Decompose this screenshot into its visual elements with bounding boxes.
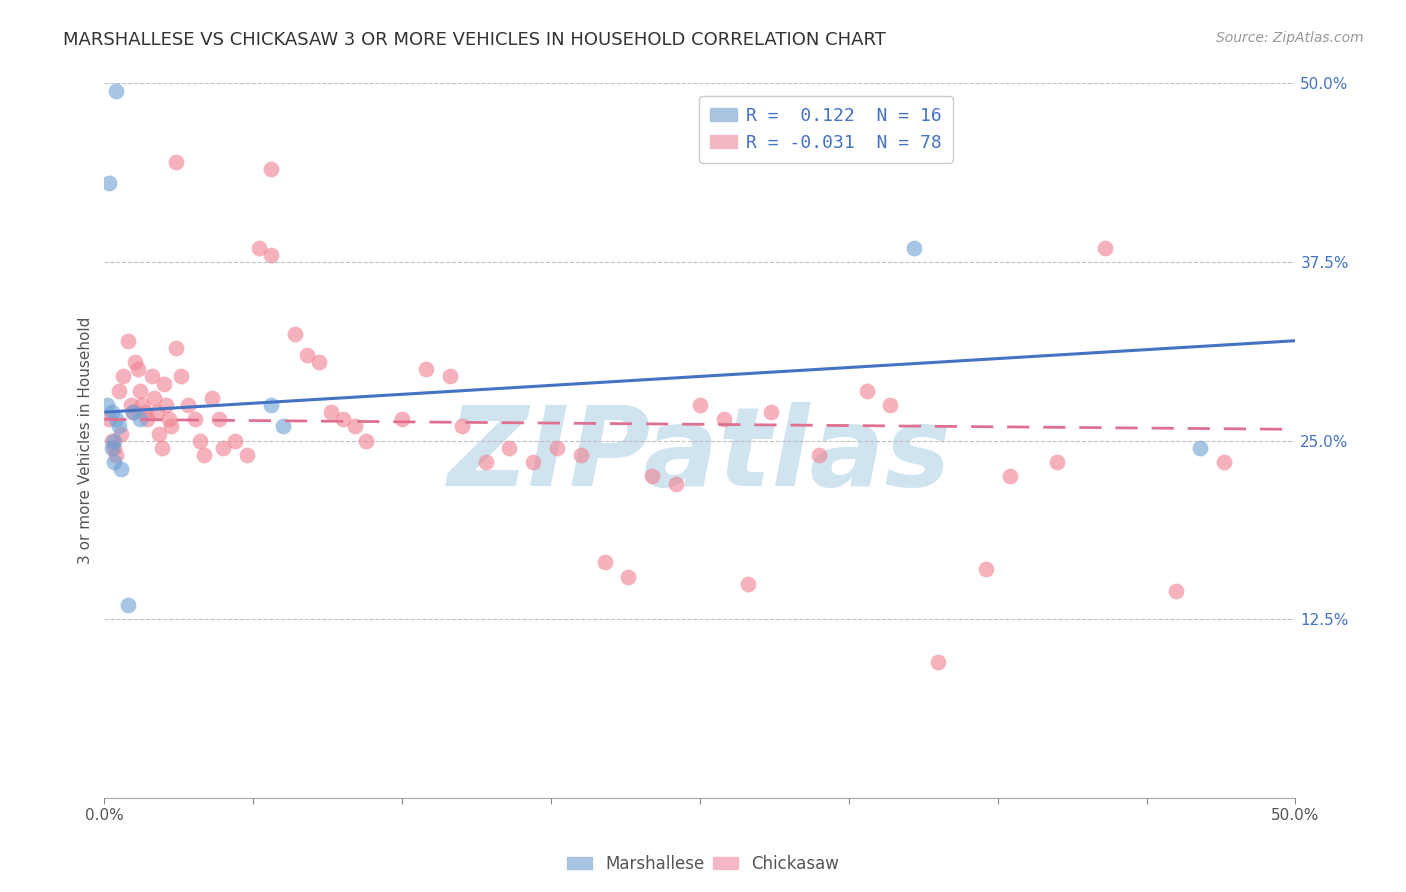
Point: [134, 405, 156, 419]
Point: [122, 405, 145, 419]
Point: [141, 369, 163, 384]
Point: [247, 241, 270, 255]
Point: [100, 405, 122, 419]
Point: [177, 398, 200, 412]
Point: [927, 655, 949, 669]
Point: [343, 419, 366, 434]
Point: [308, 355, 330, 369]
Point: [105, 448, 128, 462]
Point: [212, 441, 235, 455]
Point: [260, 162, 283, 177]
Point: [103, 434, 125, 448]
Point: [112, 369, 135, 384]
Point: [808, 448, 831, 462]
Point: [136, 412, 159, 426]
Point: [415, 362, 437, 376]
Point: [295, 348, 318, 362]
Point: [146, 405, 169, 419]
Point: [105, 84, 128, 98]
Point: [713, 412, 735, 426]
Point: [96, 398, 118, 412]
Point: [439, 369, 461, 384]
Point: [200, 391, 222, 405]
Point: [998, 469, 1021, 483]
Y-axis label: 3 or more Vehicles in Household: 3 or more Vehicles in Household: [79, 317, 93, 565]
Point: [150, 441, 173, 455]
Point: [148, 426, 170, 441]
Point: [100, 441, 122, 455]
Point: [1094, 241, 1116, 255]
Point: [129, 412, 152, 426]
Point: [855, 384, 877, 398]
Point: [124, 355, 146, 369]
Text: MARSHALLESE VS CHICKASAW 3 OR MORE VEHICLES IN HOUSEHOLD CORRELATION CHART: MARSHALLESE VS CHICKASAW 3 OR MORE VEHIC…: [63, 31, 886, 49]
Point: [271, 419, 294, 434]
Point: [1189, 441, 1212, 455]
Point: [107, 384, 129, 398]
Point: [641, 469, 664, 483]
Point: [127, 362, 149, 376]
Point: [143, 391, 166, 405]
Point: [689, 398, 711, 412]
Point: [332, 412, 354, 426]
Point: [131, 398, 153, 412]
Point: [1213, 455, 1236, 469]
Point: [98, 177, 121, 191]
Point: [1166, 583, 1188, 598]
Point: [105, 412, 128, 426]
Point: [193, 448, 215, 462]
Point: [110, 462, 132, 476]
Point: [903, 241, 925, 255]
Point: [593, 555, 616, 569]
Point: [450, 419, 472, 434]
Point: [356, 434, 378, 448]
Point: [522, 455, 544, 469]
Legend: R =  0.122  N = 16, R = -0.031  N = 78: R = 0.122 N = 16, R = -0.031 N = 78: [699, 96, 953, 162]
Point: [188, 434, 211, 448]
Point: [157, 412, 180, 426]
Text: Source: ZipAtlas.com: Source: ZipAtlas.com: [1216, 31, 1364, 45]
Point: [974, 562, 997, 576]
Point: [153, 376, 176, 391]
Point: [208, 412, 231, 426]
Point: [737, 576, 759, 591]
Point: [761, 405, 783, 419]
Point: [117, 334, 139, 348]
Point: [165, 341, 187, 355]
Point: [284, 326, 307, 341]
Point: [617, 569, 640, 583]
Point: [160, 419, 183, 434]
Point: [569, 448, 592, 462]
Point: [107, 419, 129, 434]
Point: [100, 434, 122, 448]
Point: [260, 398, 283, 412]
Point: [474, 455, 496, 469]
Point: [391, 412, 413, 426]
Point: [117, 598, 139, 612]
Point: [879, 398, 901, 412]
Point: [236, 448, 259, 462]
Point: [169, 369, 191, 384]
Point: [498, 441, 520, 455]
Point: [546, 441, 568, 455]
Point: [319, 405, 342, 419]
Legend: Marshallese, Chickasaw: Marshallese, Chickasaw: [560, 848, 846, 880]
Point: [122, 405, 145, 419]
Point: [103, 441, 125, 455]
Point: [129, 384, 152, 398]
Point: [98, 412, 121, 426]
Point: [1046, 455, 1069, 469]
Point: [155, 398, 177, 412]
Point: [665, 476, 688, 491]
Point: [184, 412, 207, 426]
Point: [224, 434, 246, 448]
Point: [103, 455, 125, 469]
Text: ZIPatlas: ZIPatlas: [449, 401, 952, 508]
Point: [120, 398, 142, 412]
Point: [110, 426, 132, 441]
Point: [165, 155, 187, 169]
Point: [260, 248, 283, 262]
